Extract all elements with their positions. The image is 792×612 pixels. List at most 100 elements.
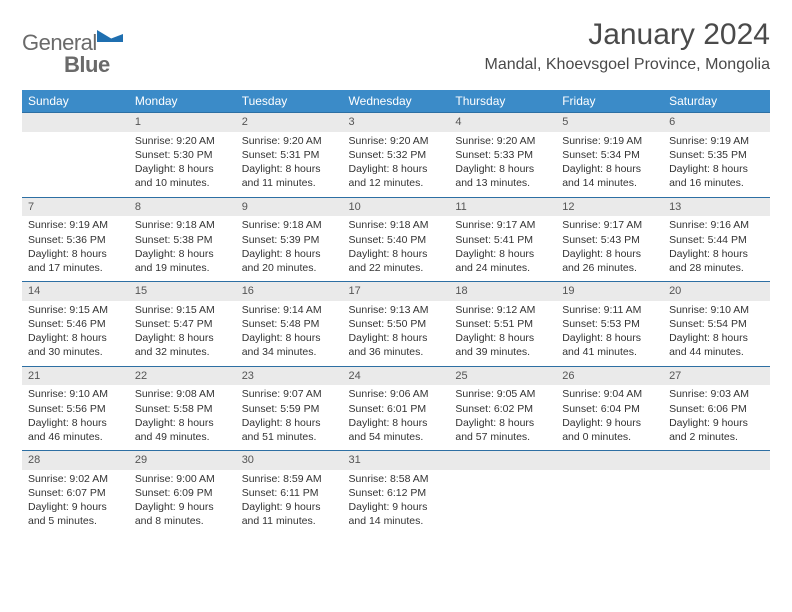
daylight-text: Daylight: 9 hours and 11 minutes. [242, 500, 337, 528]
calendar-cell: 19Sunrise: 9:11 AMSunset: 5:53 PMDayligh… [556, 281, 663, 366]
sunrise-text: Sunrise: 9:08 AM [135, 387, 230, 401]
daylight-text: Daylight: 8 hours and 13 minutes. [455, 162, 550, 190]
sunrise-text: Sunrise: 9:17 AM [562, 218, 657, 232]
calendar-cell: 21Sunrise: 9:10 AMSunset: 5:56 PMDayligh… [22, 366, 129, 451]
daylight-text: Daylight: 8 hours and 24 minutes. [455, 247, 550, 275]
sunrise-text: Sunrise: 9:15 AM [135, 303, 230, 317]
calendar-cell: 3Sunrise: 9:20 AMSunset: 5:32 PMDaylight… [343, 112, 450, 197]
daylight-text: Daylight: 8 hours and 19 minutes. [135, 247, 230, 275]
day-body: Sunrise: 9:18 AMSunset: 5:38 PMDaylight:… [129, 216, 236, 281]
daylight-text: Daylight: 8 hours and 12 minutes. [349, 162, 444, 190]
calendar-cell: 14Sunrise: 9:15 AMSunset: 5:46 PMDayligh… [22, 281, 129, 366]
day-number: 15 [129, 281, 236, 301]
day-body: Sunrise: 9:20 AMSunset: 5:33 PMDaylight:… [449, 132, 556, 197]
calendar-cell: 28Sunrise: 9:02 AMSunset: 6:07 PMDayligh… [22, 450, 129, 535]
sunset-text: Sunset: 6:07 PM [28, 486, 123, 500]
sunrise-text: Sunrise: 9:04 AM [562, 387, 657, 401]
sunset-text: Sunset: 5:30 PM [135, 148, 230, 162]
daylight-text: Daylight: 9 hours and 14 minutes. [349, 500, 444, 528]
day-body: Sunrise: 9:13 AMSunset: 5:50 PMDaylight:… [343, 301, 450, 366]
calendar-cell: 5Sunrise: 9:19 AMSunset: 5:34 PMDaylight… [556, 112, 663, 197]
day-body: Sunrise: 9:10 AMSunset: 5:54 PMDaylight:… [663, 301, 770, 366]
sunrise-text: Sunrise: 9:19 AM [669, 134, 764, 148]
calendar-cell: 17Sunrise: 9:13 AMSunset: 5:50 PMDayligh… [343, 281, 450, 366]
day-number: 3 [343, 112, 450, 132]
day-number: 25 [449, 366, 556, 386]
sunrise-text: Sunrise: 9:17 AM [455, 218, 550, 232]
sunset-text: Sunset: 5:58 PM [135, 402, 230, 416]
daylight-text: Daylight: 8 hours and 46 minutes. [28, 416, 123, 444]
day-body: Sunrise: 9:16 AMSunset: 5:44 PMDaylight:… [663, 216, 770, 281]
day-body: Sunrise: 9:03 AMSunset: 6:06 PMDaylight:… [663, 385, 770, 450]
dayheader-tue: Tuesday [236, 90, 343, 112]
day-number: 13 [663, 197, 770, 217]
sunset-text: Sunset: 6:12 PM [349, 486, 444, 500]
day-number: 24 [343, 366, 450, 386]
sunrise-text: Sunrise: 9:19 AM [28, 218, 123, 232]
sunset-text: Sunset: 6:02 PM [455, 402, 550, 416]
calendar-week-row: 14Sunrise: 9:15 AMSunset: 5:46 PMDayligh… [22, 281, 770, 366]
day-number: 27 [663, 366, 770, 386]
sunrise-text: Sunrise: 9:11 AM [562, 303, 657, 317]
day-number: 11 [449, 197, 556, 217]
location-subtitle: Mandal, Khoevsgoel Province, Mongolia [485, 56, 771, 74]
calendar-cell [449, 450, 556, 535]
daylight-text: Daylight: 8 hours and 34 minutes. [242, 331, 337, 359]
day-body: Sunrise: 9:17 AMSunset: 5:41 PMDaylight:… [449, 216, 556, 281]
day-number: 20 [663, 281, 770, 301]
calendar-cell: 18Sunrise: 9:12 AMSunset: 5:51 PMDayligh… [449, 281, 556, 366]
daylight-text: Daylight: 8 hours and 41 minutes. [562, 331, 657, 359]
daylight-text: Daylight: 8 hours and 32 minutes. [135, 331, 230, 359]
day-number: 12 [556, 197, 663, 217]
calendar-cell: 1Sunrise: 9:20 AMSunset: 5:30 PMDaylight… [129, 112, 236, 197]
day-header-row: Sunday Monday Tuesday Wednesday Thursday… [22, 90, 770, 112]
day-body: Sunrise: 9:07 AMSunset: 5:59 PMDaylight:… [236, 385, 343, 450]
dayheader-sun: Sunday [22, 90, 129, 112]
calendar-cell: 6Sunrise: 9:19 AMSunset: 5:35 PMDaylight… [663, 112, 770, 197]
day-body: Sunrise: 9:15 AMSunset: 5:46 PMDaylight:… [22, 301, 129, 366]
day-body: Sunrise: 9:04 AMSunset: 6:04 PMDaylight:… [556, 385, 663, 450]
calendar-cell: 4Sunrise: 9:20 AMSunset: 5:33 PMDaylight… [449, 112, 556, 197]
daylight-text: Daylight: 8 hours and 10 minutes. [135, 162, 230, 190]
day-body: Sunrise: 9:00 AMSunset: 6:09 PMDaylight:… [129, 470, 236, 535]
daylight-text: Daylight: 8 hours and 17 minutes. [28, 247, 123, 275]
sunrise-text: Sunrise: 8:58 AM [349, 472, 444, 486]
day-body: Sunrise: 9:19 AMSunset: 5:35 PMDaylight:… [663, 132, 770, 197]
dayheader-thu: Thursday [449, 90, 556, 112]
sunset-text: Sunset: 5:43 PM [562, 233, 657, 247]
sunset-text: Sunset: 5:33 PM [455, 148, 550, 162]
calendar-cell [556, 450, 663, 535]
daylight-text: Daylight: 8 hours and 57 minutes. [455, 416, 550, 444]
calendar-cell: 20Sunrise: 9:10 AMSunset: 5:54 PMDayligh… [663, 281, 770, 366]
calendar-cell: 31Sunrise: 8:58 AMSunset: 6:12 PMDayligh… [343, 450, 450, 535]
title-block: January 2024 Mandal, Khoevsgoel Province… [485, 18, 771, 74]
sunrise-text: Sunrise: 9:02 AM [28, 472, 123, 486]
daylight-text: Daylight: 8 hours and 30 minutes. [28, 331, 123, 359]
sunset-text: Sunset: 6:04 PM [562, 402, 657, 416]
day-number: 8 [129, 197, 236, 217]
sunrise-text: Sunrise: 9:05 AM [455, 387, 550, 401]
sunrise-text: Sunrise: 9:03 AM [669, 387, 764, 401]
sunrise-text: Sunrise: 9:18 AM [242, 218, 337, 232]
brand-name-bold: Blue [22, 52, 110, 77]
calendar-cell: 24Sunrise: 9:06 AMSunset: 6:01 PMDayligh… [343, 366, 450, 451]
day-body: Sunrise: 9:15 AMSunset: 5:47 PMDaylight:… [129, 301, 236, 366]
calendar-cell: 22Sunrise: 9:08 AMSunset: 5:58 PMDayligh… [129, 366, 236, 451]
sunset-text: Sunset: 5:51 PM [455, 317, 550, 331]
day-number: 17 [343, 281, 450, 301]
calendar-cell: 10Sunrise: 9:18 AMSunset: 5:40 PMDayligh… [343, 197, 450, 282]
dayheader-wed: Wednesday [343, 90, 450, 112]
sunset-text: Sunset: 5:56 PM [28, 402, 123, 416]
day-number: 6 [663, 112, 770, 132]
day-body: Sunrise: 9:06 AMSunset: 6:01 PMDaylight:… [343, 385, 450, 450]
sunset-text: Sunset: 5:32 PM [349, 148, 444, 162]
sunrise-text: Sunrise: 9:19 AM [562, 134, 657, 148]
day-body: Sunrise: 9:18 AMSunset: 5:39 PMDaylight:… [236, 216, 343, 281]
daylight-text: Daylight: 8 hours and 39 minutes. [455, 331, 550, 359]
day-number-empty [663, 450, 770, 470]
sunrise-text: Sunrise: 9:10 AM [28, 387, 123, 401]
sunrise-text: Sunrise: 9:12 AM [455, 303, 550, 317]
day-number: 28 [22, 450, 129, 470]
sunrise-text: Sunrise: 9:18 AM [135, 218, 230, 232]
calendar-body: 1Sunrise: 9:20 AMSunset: 5:30 PMDaylight… [22, 112, 770, 535]
